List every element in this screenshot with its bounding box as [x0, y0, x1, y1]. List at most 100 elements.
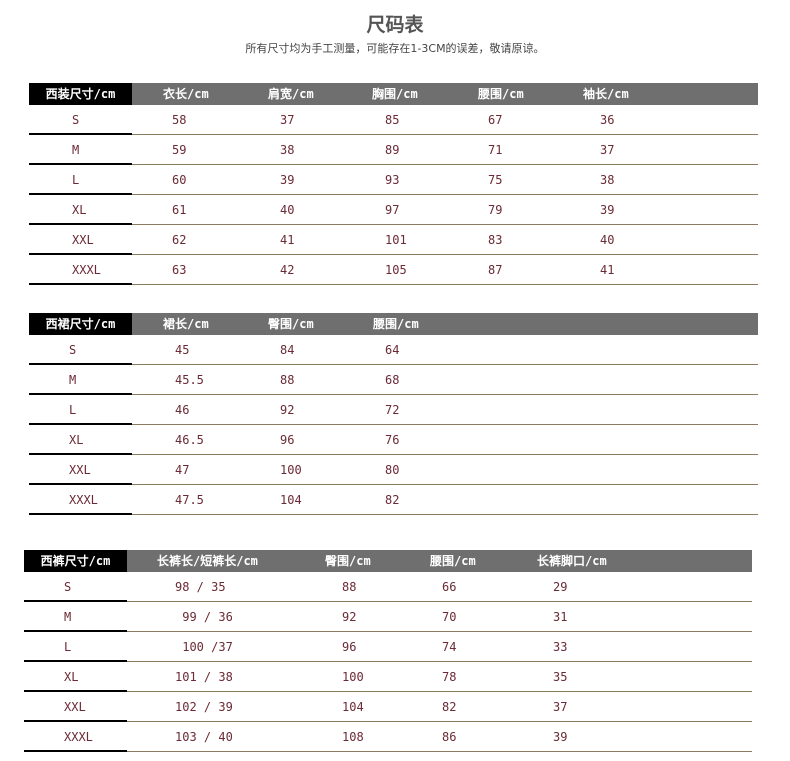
- measurement-value: 108: [342, 730, 364, 744]
- measurement-value: 97: [385, 203, 400, 217]
- measurement-note: 所有尺寸均为手工测量，可能存在1-3CM的误差，敬请原谅。: [245, 42, 545, 55]
- divider: [24, 720, 127, 722]
- measurement-value: 68: [385, 373, 400, 387]
- table-row: XXXL 47.5 104 82: [29, 485, 758, 515]
- measurement-value: 80: [385, 463, 400, 477]
- column-header: 腰围/cm: [430, 554, 476, 568]
- measurement-value: 89: [385, 143, 400, 157]
- measurement-value: 62: [172, 233, 187, 247]
- measurement-value: 104: [280, 493, 302, 507]
- table-row: S 45 84 64: [29, 335, 758, 365]
- size-label: XXXL: [64, 730, 93, 744]
- size-label: M: [69, 373, 77, 387]
- table-row: XXXL 103 / 40 108 86 39: [24, 722, 752, 752]
- table-row: M 59 38 89 71 37: [29, 135, 758, 165]
- measurement-value: 35: [553, 670, 568, 684]
- measurement-value: 100: [342, 670, 364, 684]
- suit-size-table: 西装尺寸/cm 衣长/cm 肩宽/cm 胸围/cm 腰围/cm 袖长/cm S 58 37 85 6…: [29, 83, 758, 285]
- column-header: 胸围/cm: [372, 87, 418, 101]
- size-label: XXL: [64, 700, 86, 714]
- size-column-header: 西装尺寸/cm: [29, 83, 132, 105]
- measurement-value: 96: [280, 433, 295, 447]
- measurement-value: 46: [175, 403, 190, 417]
- measurement-value: 37: [280, 113, 295, 127]
- divider: [24, 690, 127, 692]
- measurement-value: 93: [385, 173, 400, 187]
- column-header: 腰围/cm: [373, 317, 419, 331]
- measurement-value: 75: [488, 173, 503, 187]
- divider: [24, 600, 127, 602]
- measurement-value: 31: [553, 610, 568, 624]
- measurement-value: 33: [553, 640, 568, 654]
- size-label: L: [72, 173, 80, 187]
- divider: [24, 660, 127, 662]
- measurement-value: 88: [280, 373, 295, 387]
- divider: [29, 513, 132, 515]
- divider: [29, 163, 132, 165]
- table-header: 西裙尺寸/cm 裙长/cm 臀围/cm 腰围/cm: [29, 313, 758, 335]
- measurement-value: 67: [488, 113, 503, 127]
- divider: [29, 483, 132, 485]
- divider: [29, 253, 132, 255]
- measurement-value: 47: [175, 463, 190, 477]
- divider: [29, 423, 132, 425]
- size-label: M: [72, 143, 80, 157]
- measurement-value: 46.5: [175, 433, 204, 447]
- column-header: 臀围/cm: [325, 554, 371, 568]
- measurement-value: 104: [342, 700, 364, 714]
- table-header: 西装尺寸/cm 衣长/cm 肩宽/cm 胸围/cm 腰围/cm 袖长/cm: [29, 83, 758, 105]
- size-label: L: [64, 640, 72, 654]
- table-row: XL 101 / 38 100 78 35: [24, 662, 752, 692]
- measurement-value: 76: [385, 433, 400, 447]
- size-label: L: [69, 403, 77, 417]
- measurement-value: 82: [385, 493, 400, 507]
- measurement-value: 79: [488, 203, 503, 217]
- table-row: XL 46.5 96 76: [29, 425, 758, 455]
- size-label: XXL: [72, 233, 94, 247]
- measurement-value: 45: [175, 343, 190, 357]
- divider: [29, 283, 132, 285]
- divider: [29, 223, 132, 225]
- measurement-value: 37: [553, 700, 568, 714]
- page-title: 尺码表: [366, 14, 424, 36]
- size-label: XXL: [69, 463, 91, 477]
- size-label: M: [64, 610, 72, 624]
- measurement-value: 70: [442, 610, 457, 624]
- table-row: M 45.5 88 68: [29, 365, 758, 395]
- table-row: XXXL 63 42 105 87 41: [29, 255, 758, 285]
- measurement-value: 82: [442, 700, 457, 714]
- size-label: XL: [72, 203, 87, 217]
- table-row: M 99 / 36 92 70 31: [24, 602, 752, 632]
- measurement-value: 92: [280, 403, 295, 417]
- divider: [29, 193, 132, 195]
- size-label: XXXL: [72, 263, 101, 277]
- size-label: S: [72, 113, 80, 127]
- measurement-value: 86: [442, 730, 457, 744]
- measurement-value: 29: [553, 580, 568, 594]
- measurement-value: 88: [342, 580, 357, 594]
- measurement-value: 98 / 35: [175, 580, 226, 594]
- measurement-value: 105: [385, 263, 407, 277]
- column-header: 腰围/cm: [478, 87, 524, 101]
- measurement-value: 47.5: [175, 493, 204, 507]
- table-row: XXL 102 / 39 104 82 37: [24, 692, 752, 722]
- measurement-value: 71: [488, 143, 503, 157]
- measurement-value: 42: [280, 263, 295, 277]
- measurement-value: 84: [280, 343, 295, 357]
- column-header: 肩宽/cm: [268, 87, 314, 101]
- measurement-value: 38: [280, 143, 295, 157]
- measurement-value: 45.5: [175, 373, 204, 387]
- measurement-value: 99 / 36: [175, 610, 233, 624]
- size-label: XXXL: [69, 493, 98, 507]
- measurement-value: 100 /37: [175, 640, 233, 654]
- measurement-value: 85: [385, 113, 400, 127]
- divider: [29, 363, 132, 365]
- size-column-header: 西裙尺寸/cm: [29, 313, 132, 335]
- pants-size-table: 西裤尺寸/cm 长裤长/短裤长/cm 臀围/cm 腰围/cm 长裤脚口/cm S 98 / …: [24, 550, 752, 752]
- measurement-value: 66: [442, 580, 457, 594]
- size-label: XL: [64, 670, 79, 684]
- column-header: 袖长/cm: [583, 87, 629, 101]
- measurement-value: 58: [172, 113, 187, 127]
- table-row: XXL 62 41 101 83 40: [29, 225, 758, 255]
- size-label: XL: [69, 433, 84, 447]
